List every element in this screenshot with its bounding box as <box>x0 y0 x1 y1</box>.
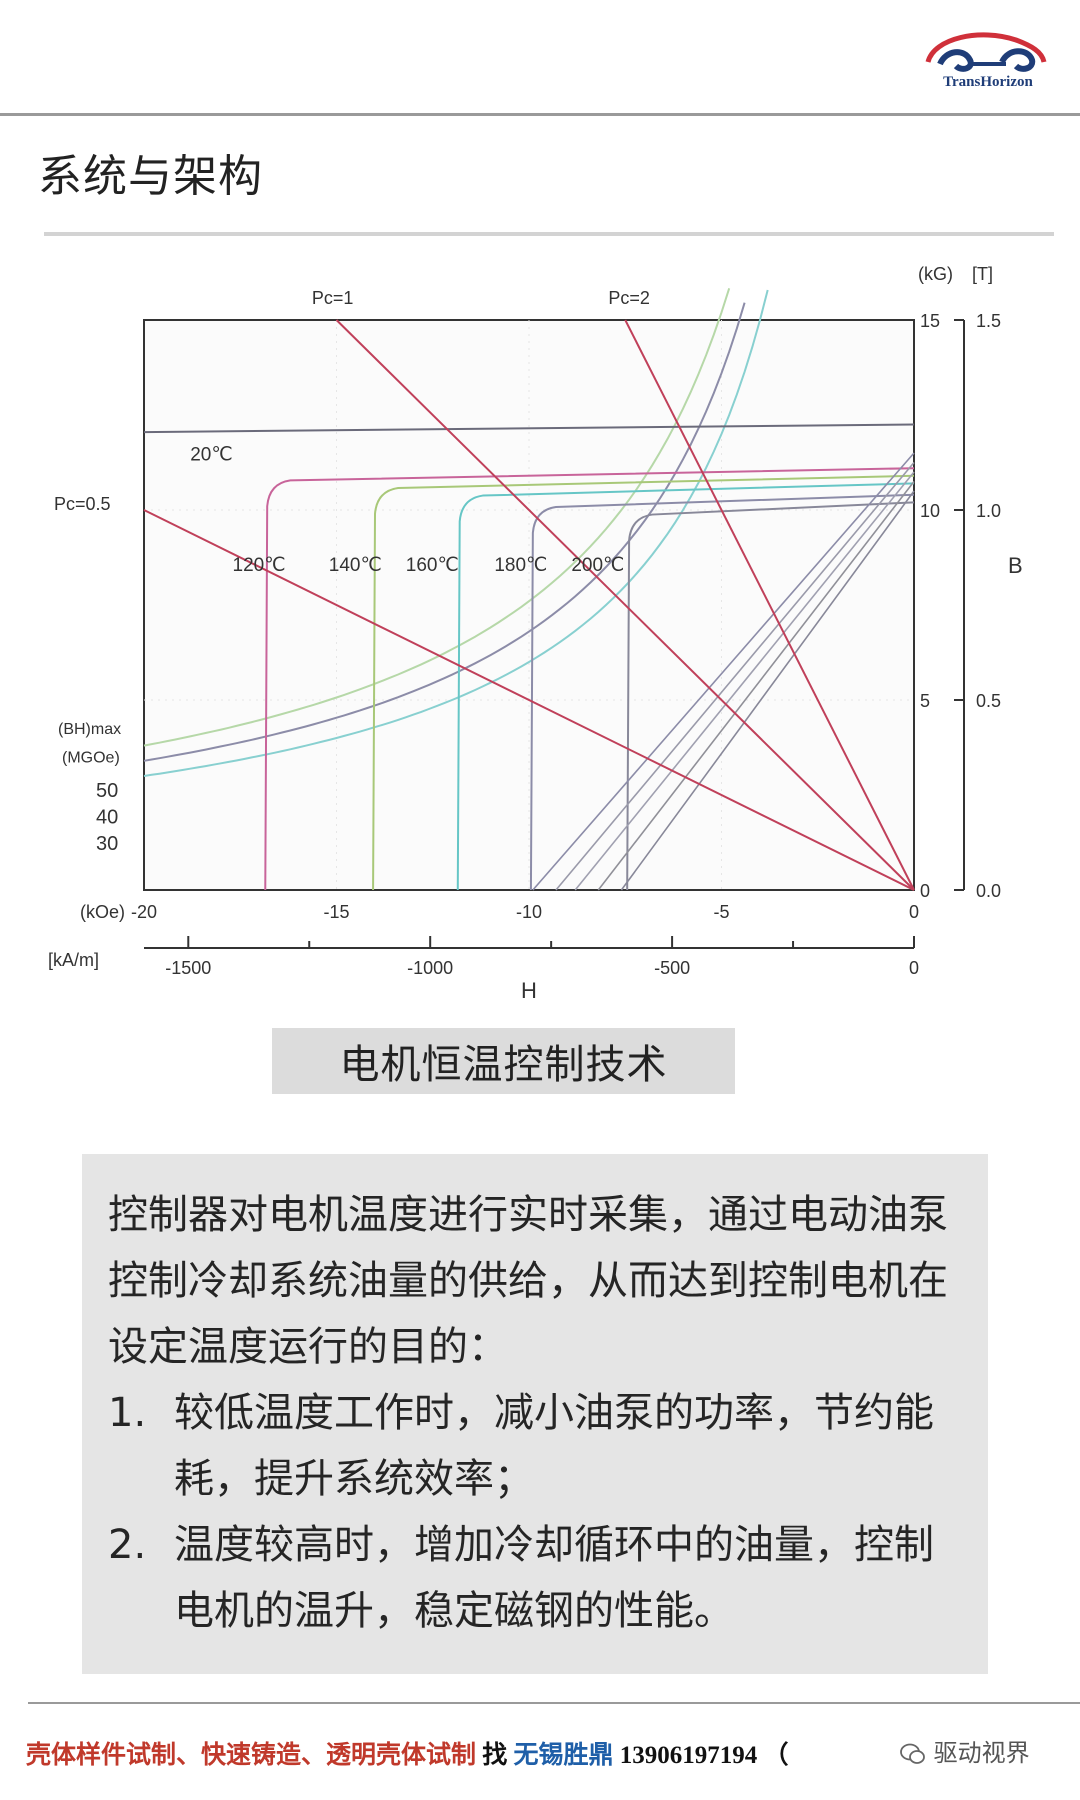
b-axis-kg-tick-label: 5 <box>920 691 930 711</box>
h-axis-kam-tick-label: -1500 <box>165 958 211 978</box>
description-box: 控制器对电机温度进行实时采集，通过电动油泵控制冷却系统油量的供给，从而达到控制电… <box>82 1154 988 1674</box>
temperature-label: 180℃ <box>494 555 547 576</box>
list-item-number: 1. <box>108 1390 147 1436</box>
bhmax-value-label: 40 <box>96 807 118 829</box>
demag-curve <box>372 474 915 891</box>
title-divider <box>44 232 1054 236</box>
recoil-line <box>597 481 915 891</box>
footer-phone: 13906197194 <box>619 1742 758 1769</box>
demag-curve <box>529 493 915 891</box>
h-axis-title: H <box>521 978 537 998</box>
load-line <box>624 319 915 891</box>
b-axis-kg-tick-label: 0 <box>920 881 930 901</box>
wechat-icon <box>900 1743 925 1764</box>
bhmax-label: (BH)max <box>58 721 121 738</box>
plot-frame <box>143 319 915 891</box>
list-item-text: 温度较高时，增加冷却循环中的油量，控制电机的温升，稳定磁钢的性能。 <box>174 1522 934 1634</box>
demagnetization-chart: 0 0.0 5 0.5 10 1.0 15 1.5 (kG) [T] B (kOe) -20 -15 -10… <box>48 264 1023 998</box>
demag-curve <box>626 501 915 891</box>
bhmax-curve <box>143 287 731 747</box>
load-line <box>143 509 915 891</box>
footer-paren: （ <box>763 1742 789 1769</box>
logo-text: TransHorizon <box>943 74 1033 90</box>
h-axis-koe-tick-label: 0 <box>909 902 919 922</box>
b-axis-t-tick-label: 0.5 <box>976 691 1001 711</box>
b-axis-kg-unit: (kG) <box>918 264 953 284</box>
h-axis-koe-tick-label: -20 <box>131 902 157 922</box>
load-line-label-pc2: Pc=2 <box>608 288 650 308</box>
transhorizon-logo-icon <box>925 32 1047 72</box>
description-intro: 控制器对电机温度进行实时采集，通过电动油泵控制冷却系统油量的供给，从而达到控制电… <box>108 1192 948 1370</box>
temperature-label: 20℃ <box>190 445 232 466</box>
h-axis-kam-unit: [kA/m] <box>48 950 99 970</box>
h-axis-koe-tick-label: -5 <box>713 902 729 922</box>
temperature-label: 200℃ <box>571 555 624 576</box>
recoil-line <box>532 452 915 891</box>
recoil-line <box>574 471 915 891</box>
temperature-label: 160℃ <box>406 555 459 576</box>
b-axis-t-tick-label: 1.5 <box>976 311 1001 331</box>
demag-curve <box>456 482 915 891</box>
temperature-label: 140℃ <box>329 555 382 576</box>
description-list: 1. 较低温度工作时，减小油泵的功率，节约能耗，提升系统效率； 2. 温度较高时… <box>108 1380 966 1644</box>
footer-find: 找 <box>482 1742 508 1769</box>
h-axis-koe-tick-label: -10 <box>516 902 542 922</box>
h-axis-koe-unit: (kOe) <box>80 902 125 922</box>
h-axis-kam-tick-label: 0 <box>909 958 919 978</box>
list-item-text: 较低温度工作时，减小油泵的功率，节约能耗，提升系统效率； <box>174 1390 934 1502</box>
b-axis-kg-tick-label: 10 <box>920 501 940 521</box>
h-axis-koe-tick-label: -15 <box>323 902 349 922</box>
b-axis-t-tick-label: 1.0 <box>976 501 1001 521</box>
footer-advertisement: 壳体样件试制、快速铸造、透明壳体试制 找 无锡胜鼎 13906197194 （ <box>26 1735 789 1771</box>
page-title: 系统与架构 <box>38 151 263 202</box>
header-divider <box>0 113 1080 116</box>
h-axis-kam-tick-label: -500 <box>654 958 690 978</box>
b-axis-t-tick-label: 0.0 <box>976 881 1001 901</box>
bhmax-value-label: 50 <box>96 780 118 802</box>
h-axis-kam-tick-label: -1000 <box>407 958 453 978</box>
footer-divider <box>28 1702 1080 1704</box>
b-axis-kg-tick-label: 15 <box>920 311 940 331</box>
list-item: 1. 较低温度工作时，减小油泵的功率，节约能耗，提升系统效率； <box>108 1380 966 1512</box>
wechat-account-name: 驱动视界 <box>933 1739 1030 1767</box>
wechat-watermark: 驱动视界 <box>900 1733 1030 1768</box>
load-line-label-pc05: Pc=0.5 <box>54 494 111 514</box>
temperature-label: 120℃ <box>233 555 286 576</box>
demag-curve <box>143 423 915 434</box>
load-line-label-pc1: Pc=1 <box>312 288 354 308</box>
recoil-line <box>555 461 915 891</box>
b-axis-title: B <box>1008 553 1023 578</box>
load-line <box>335 319 915 891</box>
bhmax-unit-label: (MGOe) <box>62 750 120 767</box>
bhmax-curve <box>143 302 746 762</box>
demag-curve <box>264 467 915 891</box>
list-item-number: 2. <box>108 1522 147 1568</box>
footer-company: 无锡胜鼎 <box>513 1742 614 1769</box>
recoil-line <box>620 490 915 891</box>
list-item: 2. 温度较高时，增加冷却循环中的油量，控制电机的温升，稳定磁钢的性能。 <box>108 1512 966 1644</box>
bhmax-value-label: 30 <box>96 833 118 855</box>
bhmax-curve <box>143 289 769 777</box>
b-axis-t-unit: [T] <box>972 264 993 284</box>
footer-ad-text: 壳体样件试制、快速铸造、透明壳体试制 <box>26 1742 477 1769</box>
chart-caption: 电机恒温控制技术 <box>272 1028 735 1094</box>
